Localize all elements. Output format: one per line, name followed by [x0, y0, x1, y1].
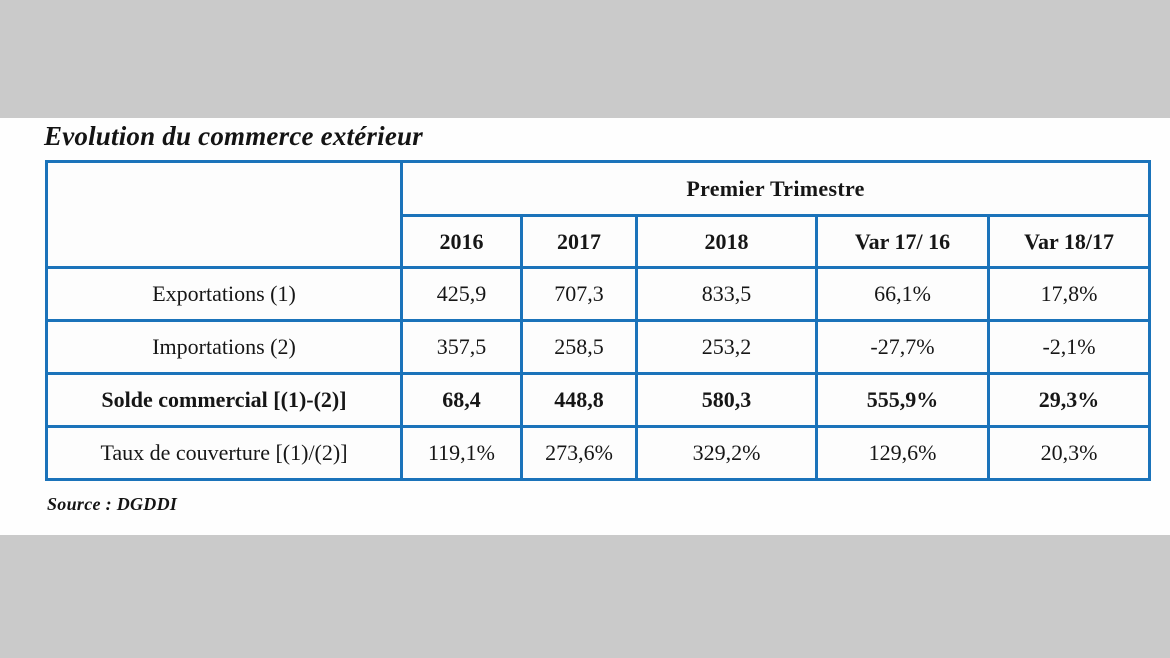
var-17-16-header: Var 17/ 16: [815, 214, 990, 269]
var-18-17-header: Var 18/17: [986, 214, 1152, 269]
data-cell: 357,5: [400, 319, 523, 375]
group-header-row: Premier Trimestre: [45, 160, 1152, 269]
top-gray-banner: [0, 0, 1170, 118]
row-label: Taux de couverture [(1)/(2)]: [45, 425, 403, 481]
data-cell: 66,1%: [815, 266, 990, 322]
table-row-importations: Importations (2) 357,5 258,5 253,2 -27,7…: [45, 319, 1152, 375]
data-cell: 129,6%: [815, 425, 990, 481]
source-note: Source : DGDDI: [47, 494, 178, 514]
year-header-2018: 2018: [635, 214, 818, 269]
data-cell: -2,1%: [986, 319, 1152, 375]
data-cell: 833,5: [635, 266, 818, 322]
trade-table: Premier Trimestre 2016 2017 2018 Var 17/…: [45, 160, 1152, 481]
data-cell: 707,3: [520, 266, 638, 322]
bottom-gray-banner: [0, 535, 1170, 658]
data-cell: 329,2%: [635, 425, 818, 481]
data-cell: 273,6%: [520, 425, 638, 481]
data-cell: 580,3: [635, 372, 818, 428]
premier-trimestre-header: Premier Trimestre: [399, 160, 1152, 217]
corner-cell: [45, 160, 403, 269]
data-cell: -27,7%: [815, 319, 990, 375]
table-row-solde-commercial: Solde commercial [(1)-(2)] 68,4 448,8 58…: [45, 372, 1152, 428]
row-label: Solde commercial [(1)-(2)]: [45, 372, 403, 428]
data-cell: 448,8: [520, 372, 638, 428]
data-cell: 20,3%: [986, 425, 1152, 481]
page-title: Evolution du commerce extérieur: [44, 121, 423, 151]
data-cell: 253,2: [635, 319, 818, 375]
data-cell: 68,4: [400, 372, 523, 428]
table-row-taux-couverture: Taux de couverture [(1)/(2)] 119,1% 273,…: [45, 425, 1152, 481]
data-cell: 258,5: [520, 319, 638, 375]
data-cell: 425,9: [400, 266, 523, 322]
data-cell: 17,8%: [986, 266, 1152, 322]
row-label: Importations (2): [45, 319, 403, 375]
year-header-2017: 2017: [520, 214, 638, 269]
table-row-exportations: Exportations (1) 425,9 707,3 833,5 66,1%…: [45, 266, 1152, 322]
data-cell: 555,9%: [815, 372, 990, 428]
row-label: Exportations (1): [45, 266, 403, 322]
year-header-row: 2016 2017 2018 Var 17/ 16 Var 18/17: [47, 214, 1152, 269]
data-cell: 119,1%: [400, 425, 523, 481]
data-cell: 29,3%: [986, 372, 1152, 428]
year-header-2016: 2016: [400, 214, 523, 269]
